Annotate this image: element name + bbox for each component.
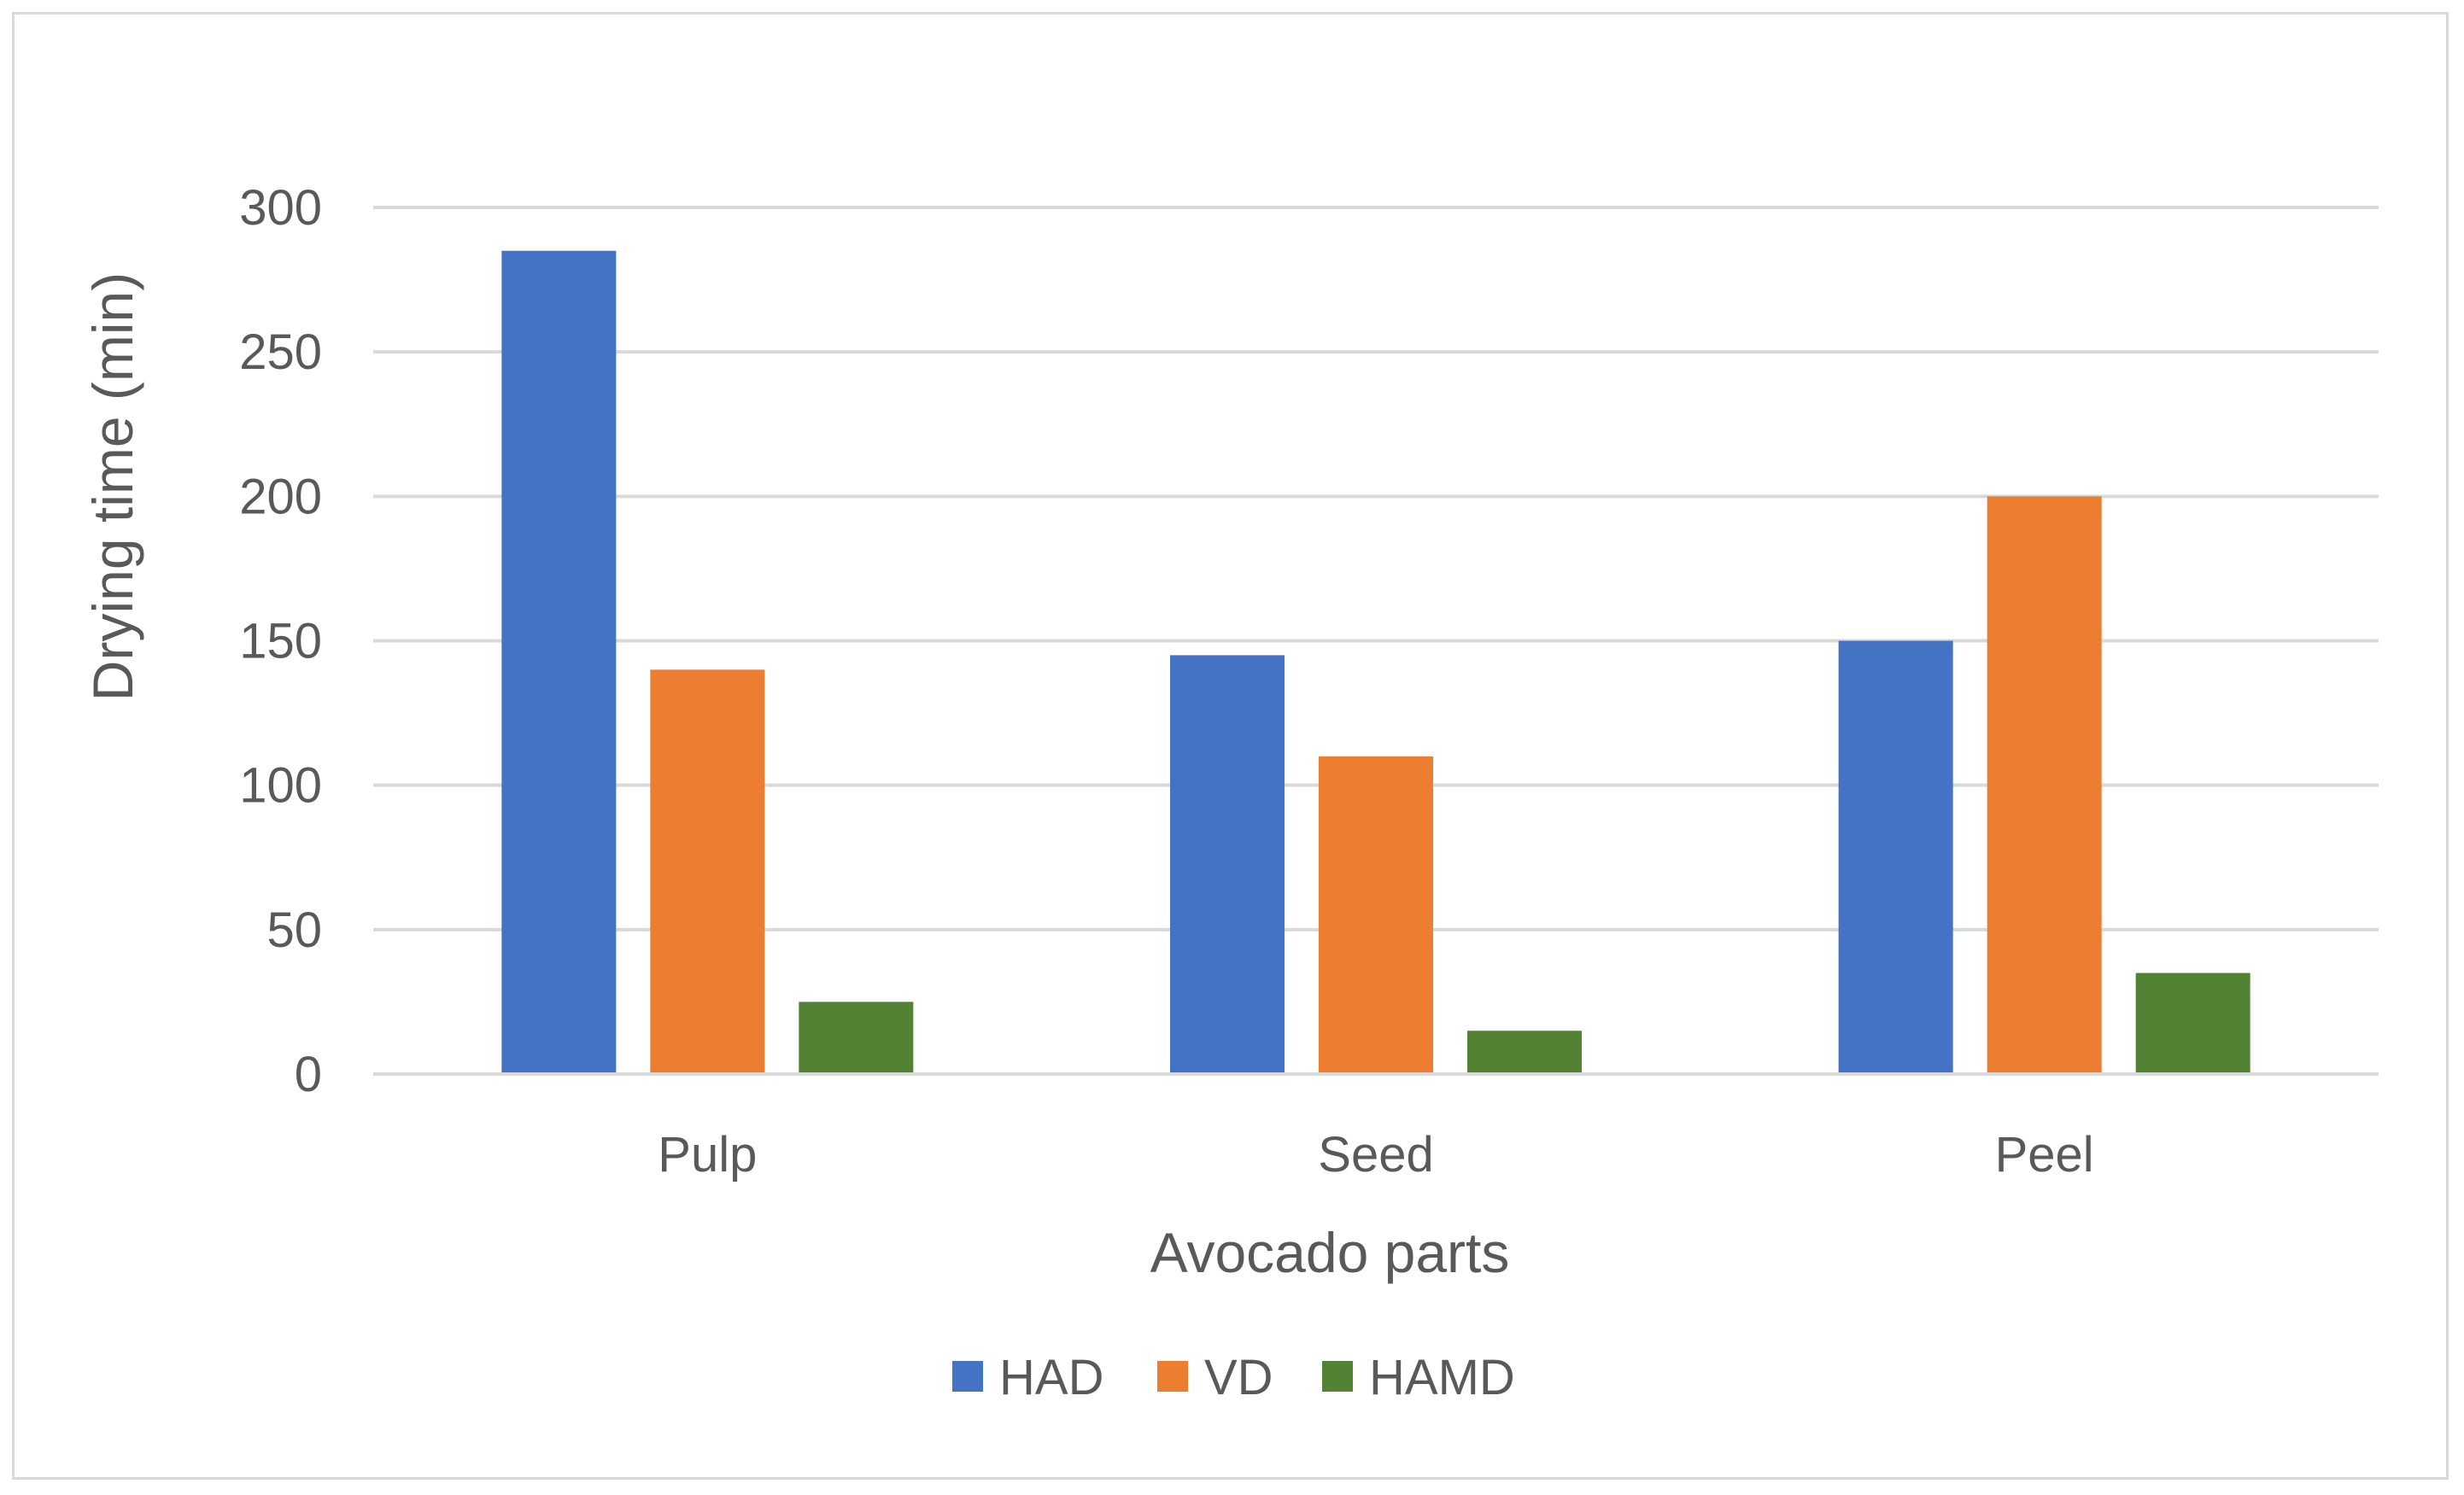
bar-hamd-seed bbox=[1467, 1031, 1582, 1074]
y-tick-label-50: 50 bbox=[266, 902, 322, 958]
legend-label-had: HAD bbox=[999, 1350, 1103, 1405]
bar-had-seed bbox=[1170, 655, 1285, 1074]
bar-had-peel bbox=[1838, 640, 1953, 1074]
x-tick-label-pulp: Pulp bbox=[658, 1127, 757, 1183]
bar-hamd-pulp bbox=[799, 1002, 914, 1074]
y-tick-label-250: 250 bbox=[239, 324, 322, 380]
bars bbox=[501, 250, 2250, 1074]
y-tick-label-100: 100 bbox=[239, 758, 322, 814]
x-tick-label-seed: Seed bbox=[1318, 1127, 1433, 1183]
legend-label-vd: VD bbox=[1204, 1350, 1273, 1405]
legend-label-hamd: HAMD bbox=[1369, 1350, 1515, 1405]
bar-had-pulp bbox=[501, 250, 617, 1074]
y-tick-label-0: 0 bbox=[295, 1047, 322, 1102]
y-axis-title: Drying time (min) bbox=[81, 272, 144, 701]
legend: HAD VD HAMD bbox=[952, 1350, 1515, 1405]
legend-swatch-hamd bbox=[1322, 1361, 1353, 1392]
legend-swatch-vd bbox=[1157, 1361, 1188, 1392]
bar-vd-seed bbox=[1319, 756, 1433, 1074]
x-axis-title: Avocado parts bbox=[1150, 1221, 1510, 1284]
y-tick-label-200: 200 bbox=[239, 469, 322, 524]
y-tick-label-150: 150 bbox=[239, 614, 322, 669]
bar-vd-pulp bbox=[650, 669, 765, 1074]
y-axis-ticks: 0 50 100 150 200 250 300 bbox=[239, 180, 322, 1102]
bar-hamd-peel bbox=[2135, 972, 2250, 1074]
legend-swatch-had bbox=[952, 1361, 983, 1392]
bar-vd-peel bbox=[1987, 496, 2102, 1074]
x-tick-label-peel: Peel bbox=[1995, 1127, 2094, 1183]
x-axis-ticks: Pulp Seed Peel bbox=[373, 1072, 2379, 1183]
y-tick-label-300: 300 bbox=[239, 180, 322, 236]
